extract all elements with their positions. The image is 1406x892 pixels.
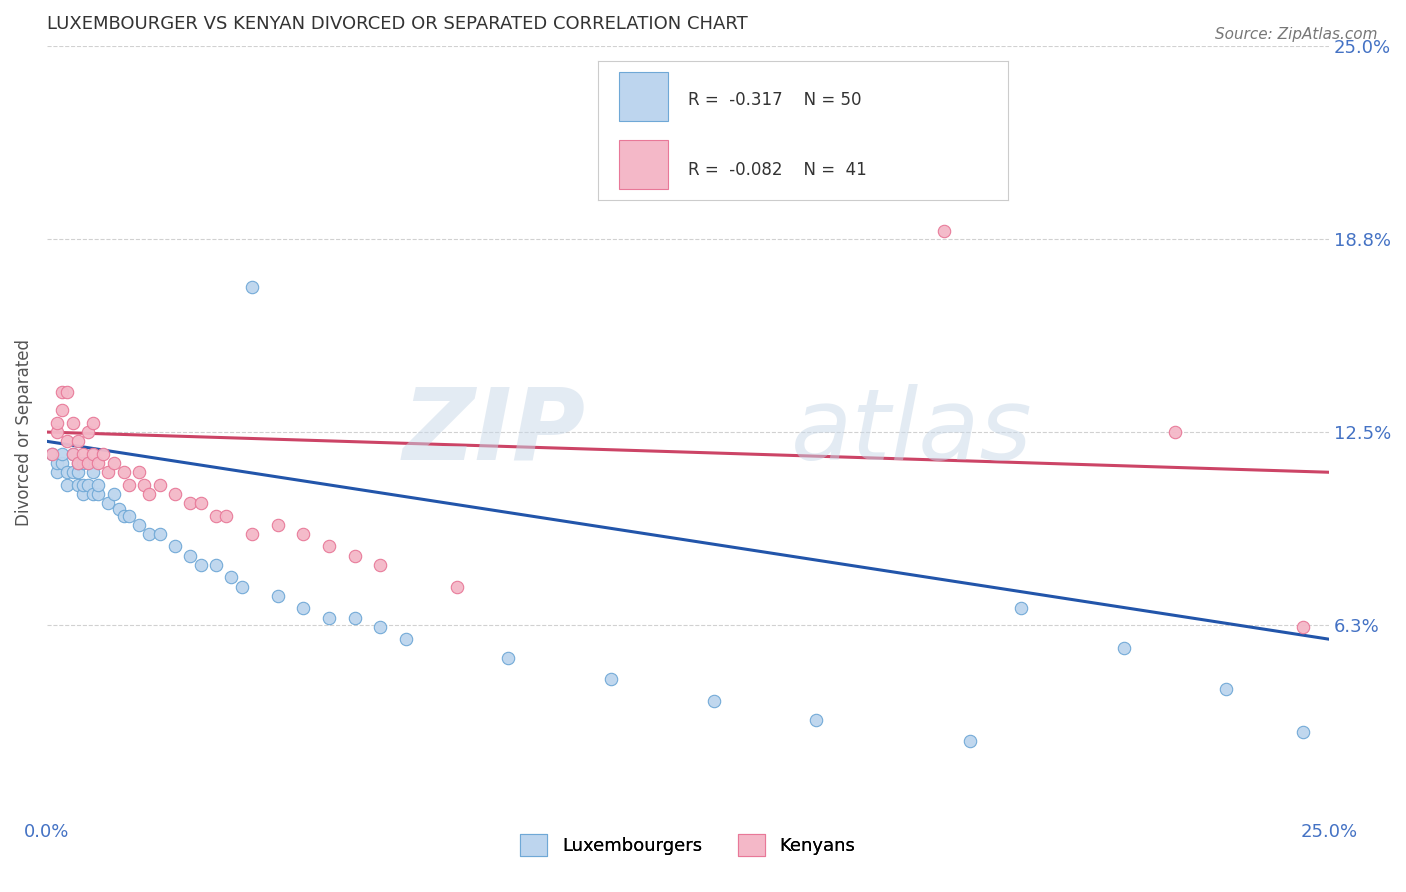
Point [56, 434, 79, 449]
Point [292, 601, 315, 615]
Point [600, 673, 623, 687]
Point [82, 487, 104, 501]
Point [128, 517, 150, 532]
Point [1010, 601, 1032, 615]
Point [66, 434, 89, 449]
Point [56, 465, 79, 479]
Point [107, 502, 129, 516]
Point [46, 425, 69, 439]
Text: Source: ZipAtlas.com: Source: ZipAtlas.com [1215, 27, 1378, 42]
Point [82, 447, 104, 461]
Point [368, 620, 391, 634]
Point [266, 589, 288, 603]
Point [1292, 725, 1315, 739]
Text: ZIP: ZIP [402, 384, 585, 481]
Point [190, 558, 212, 572]
Point [46, 416, 69, 430]
Point [82, 416, 104, 430]
Point [51, 456, 73, 470]
Point [292, 527, 315, 541]
Point [179, 496, 201, 510]
Point [446, 580, 468, 594]
Point [82, 465, 104, 479]
Point [702, 694, 724, 708]
Point [103, 487, 125, 501]
Point [368, 558, 391, 572]
Point [103, 456, 125, 470]
Point [240, 527, 263, 541]
Point [804, 713, 827, 727]
Point [138, 487, 160, 501]
Point [66, 477, 89, 491]
Point [318, 610, 340, 624]
Point [134, 477, 156, 491]
Point [41, 447, 63, 461]
Point [62, 447, 84, 461]
Point [1112, 641, 1135, 656]
Point [72, 447, 94, 461]
Point [395, 632, 418, 647]
Point [934, 224, 956, 238]
Point [240, 279, 263, 293]
Point [118, 508, 141, 523]
Point [62, 416, 84, 430]
Point [72, 456, 94, 470]
Point [318, 540, 340, 554]
Point [266, 517, 288, 532]
Point [149, 527, 172, 541]
Point [215, 508, 238, 523]
Point [343, 549, 366, 563]
Point [77, 425, 100, 439]
Point [41, 447, 63, 461]
Point [128, 465, 150, 479]
Text: atlas: atlas [790, 384, 1032, 481]
Point [221, 570, 243, 584]
Point [179, 549, 201, 563]
Point [231, 580, 253, 594]
Point [165, 487, 187, 501]
Point [51, 447, 73, 461]
Legend: Luxembourgers, Kenyans: Luxembourgers, Kenyans [513, 827, 863, 863]
Point [112, 465, 135, 479]
Point [190, 496, 212, 510]
Point [72, 477, 94, 491]
Y-axis label: Divorced or Separated: Divorced or Separated [15, 339, 32, 525]
Point [149, 477, 172, 491]
Point [91, 447, 114, 461]
Point [87, 487, 110, 501]
Text: LUXEMBOURGER VS KENYAN DIVORCED OR SEPARATED CORRELATION CHART: LUXEMBOURGER VS KENYAN DIVORCED OR SEPAR… [46, 15, 748, 33]
Point [1292, 620, 1315, 634]
Point [959, 734, 981, 748]
Point [66, 456, 89, 470]
Point [138, 527, 160, 541]
Point [56, 477, 79, 491]
Point [72, 487, 94, 501]
Point [97, 496, 120, 510]
Point [51, 384, 73, 399]
Point [66, 456, 89, 470]
Point [165, 540, 187, 554]
Point [1215, 681, 1237, 696]
Point [62, 447, 84, 461]
Point [77, 456, 100, 470]
Point [77, 477, 100, 491]
Point [498, 650, 520, 665]
Point [56, 384, 79, 399]
Point [66, 465, 89, 479]
Point [118, 477, 141, 491]
Point [87, 477, 110, 491]
Point [46, 456, 69, 470]
Point [87, 456, 110, 470]
Point [62, 465, 84, 479]
Point [46, 465, 69, 479]
Point [343, 610, 366, 624]
Point [1164, 425, 1187, 439]
Point [112, 508, 135, 523]
Point [205, 558, 228, 572]
Point [97, 465, 120, 479]
Point [205, 508, 228, 523]
Point [51, 403, 73, 417]
